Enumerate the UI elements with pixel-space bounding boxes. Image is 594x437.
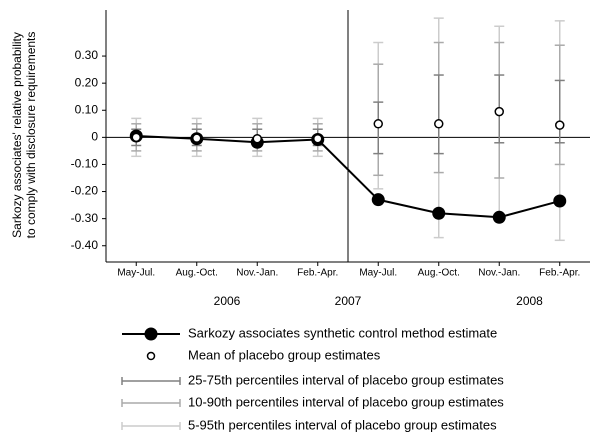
point (432, 206, 446, 220)
x-tick-label: Aug.-Oct. (176, 268, 218, 279)
y-axis-label: Sarkozy associates' relative probability (10, 32, 24, 238)
legend-label: Mean of placebo group estimates (188, 347, 381, 362)
placebo-mean (313, 133, 323, 144)
y-tick-label: 0.10 (75, 102, 99, 116)
placebo-mean (494, 106, 504, 117)
x-tick-label: Aug.-Oct. (418, 268, 460, 279)
placebo-mean (434, 119, 444, 129)
y-tick-label: -0.10 (71, 157, 99, 171)
legend-label: 25-75th percentiles interval of placebo … (188, 372, 504, 387)
y-tick-label: 0 (91, 130, 98, 144)
y-tick-label: -0.30 (71, 211, 99, 225)
placebo-mean (373, 119, 383, 129)
y-axis-label: to comply with disclosure requirements (24, 32, 38, 239)
year-label: 2007 (335, 294, 362, 308)
x-tick-label: Feb.-Apr. (539, 268, 580, 279)
placebo-mean (555, 120, 565, 130)
y-tick-label: -0.40 (71, 238, 99, 252)
placebo-mean (192, 133, 202, 143)
x-tick-label: May-Jul. (359, 268, 397, 279)
error-bar (554, 79, 565, 144)
x-tick-label: Nov.-Jan. (478, 268, 520, 279)
legend-label: Sarkozy associates synthetic control met… (188, 325, 497, 340)
x-tick-label: May-Jul. (117, 268, 155, 279)
placebo-mean (131, 132, 141, 143)
x-tick-label: Nov.-Jan. (236, 268, 278, 279)
error-bar (433, 74, 444, 155)
placebo-mean (252, 133, 262, 144)
year-label: 2008 (516, 294, 543, 308)
point (371, 193, 385, 207)
y-tick-label: 0.30 (75, 48, 99, 62)
x-tick-label: Feb.-Apr. (297, 268, 338, 279)
y-tick-label: 0.20 (75, 75, 99, 89)
series-line (136, 135, 561, 219)
legend-label: 10-90th percentiles interval of placebo … (188, 394, 504, 409)
point (553, 194, 567, 208)
year-label: 2006 (214, 294, 241, 308)
y-tick-label: -0.20 (71, 184, 99, 198)
point (492, 210, 506, 224)
legend-marker (144, 327, 158, 341)
legend-marker (146, 351, 156, 361)
legend-label: 5-95th percentiles interval of placebo g… (188, 417, 497, 432)
